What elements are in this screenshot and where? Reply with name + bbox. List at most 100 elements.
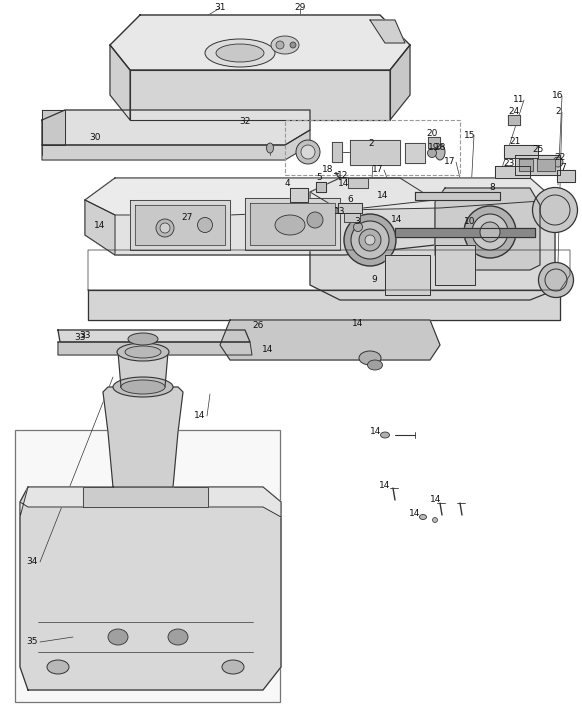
Polygon shape	[316, 182, 326, 192]
Ellipse shape	[432, 518, 438, 523]
Text: 3: 3	[354, 218, 360, 227]
Text: 14: 14	[352, 319, 364, 328]
Polygon shape	[20, 487, 281, 517]
Polygon shape	[245, 198, 340, 250]
Text: 6: 6	[347, 196, 353, 205]
Polygon shape	[118, 352, 168, 387]
Polygon shape	[435, 245, 475, 285]
Ellipse shape	[381, 432, 389, 438]
Ellipse shape	[359, 229, 381, 251]
Polygon shape	[135, 205, 225, 245]
Polygon shape	[85, 200, 115, 255]
Ellipse shape	[47, 660, 69, 674]
Ellipse shape	[113, 377, 173, 397]
Text: 20: 20	[426, 129, 438, 139]
Text: 34: 34	[26, 557, 37, 567]
Text: 15: 15	[464, 131, 475, 139]
Polygon shape	[42, 130, 310, 160]
Ellipse shape	[275, 215, 305, 235]
Ellipse shape	[365, 235, 375, 245]
Polygon shape	[58, 342, 252, 355]
Text: 4: 4	[285, 178, 290, 188]
Polygon shape	[435, 188, 540, 270]
Text: 14: 14	[370, 427, 381, 436]
Text: 26: 26	[253, 321, 264, 331]
Ellipse shape	[216, 44, 264, 62]
Polygon shape	[332, 142, 342, 162]
Ellipse shape	[553, 157, 563, 167]
Text: 33: 33	[79, 331, 90, 339]
Text: 7: 7	[560, 163, 566, 171]
Ellipse shape	[353, 223, 363, 232]
Ellipse shape	[344, 214, 396, 266]
Text: 22: 22	[555, 154, 566, 163]
Ellipse shape	[533, 188, 577, 232]
Ellipse shape	[307, 212, 323, 228]
Polygon shape	[390, 45, 410, 120]
Ellipse shape	[367, 360, 382, 370]
Polygon shape	[20, 487, 281, 690]
Ellipse shape	[156, 219, 174, 237]
Text: 14: 14	[409, 508, 420, 518]
Polygon shape	[250, 203, 335, 245]
Polygon shape	[338, 203, 362, 213]
Ellipse shape	[480, 222, 500, 242]
Polygon shape	[310, 178, 555, 210]
Text: 14: 14	[391, 215, 403, 225]
Ellipse shape	[538, 262, 573, 297]
Polygon shape	[103, 387, 183, 487]
Ellipse shape	[222, 660, 244, 674]
Polygon shape	[290, 188, 308, 202]
Ellipse shape	[271, 36, 299, 54]
Ellipse shape	[359, 351, 381, 365]
Text: 30: 30	[89, 132, 101, 141]
Text: 2: 2	[555, 107, 561, 117]
Text: 9: 9	[371, 275, 377, 284]
Ellipse shape	[290, 42, 296, 48]
Text: 14: 14	[430, 496, 441, 505]
Text: 8: 8	[489, 183, 495, 193]
Ellipse shape	[464, 206, 516, 258]
Text: 2: 2	[368, 139, 374, 149]
Text: 13: 13	[333, 206, 345, 215]
Text: 19: 19	[428, 144, 440, 152]
Ellipse shape	[276, 41, 284, 49]
Text: 14: 14	[379, 481, 390, 489]
Polygon shape	[310, 178, 555, 300]
Polygon shape	[110, 15, 410, 70]
Ellipse shape	[121, 380, 165, 394]
Bar	[15, 430, 280, 702]
Text: 14: 14	[338, 178, 350, 188]
Ellipse shape	[168, 629, 188, 645]
Text: 17: 17	[444, 158, 456, 166]
Text: 28: 28	[434, 142, 446, 151]
Text: 18: 18	[321, 166, 333, 174]
Text: 32: 32	[239, 117, 251, 127]
Ellipse shape	[351, 221, 389, 259]
Text: 12: 12	[336, 171, 348, 179]
Polygon shape	[405, 143, 425, 163]
Text: 23: 23	[503, 159, 514, 169]
Text: 5: 5	[316, 173, 322, 183]
Polygon shape	[395, 228, 535, 237]
Ellipse shape	[435, 144, 445, 160]
Text: 29: 29	[294, 4, 306, 13]
Ellipse shape	[117, 343, 169, 361]
Polygon shape	[495, 166, 530, 178]
Polygon shape	[58, 330, 250, 342]
Text: 16: 16	[552, 92, 564, 100]
Text: 35: 35	[26, 638, 37, 646]
Text: 27: 27	[182, 213, 193, 223]
Text: 17: 17	[372, 166, 384, 174]
Polygon shape	[557, 170, 575, 182]
Polygon shape	[504, 145, 538, 158]
Ellipse shape	[267, 143, 274, 153]
Polygon shape	[385, 255, 430, 295]
Polygon shape	[537, 159, 555, 171]
Text: 24: 24	[508, 107, 520, 115]
Text: 25: 25	[533, 146, 544, 154]
Polygon shape	[515, 155, 560, 175]
Ellipse shape	[197, 218, 212, 232]
Polygon shape	[130, 200, 230, 250]
Polygon shape	[370, 20, 405, 43]
